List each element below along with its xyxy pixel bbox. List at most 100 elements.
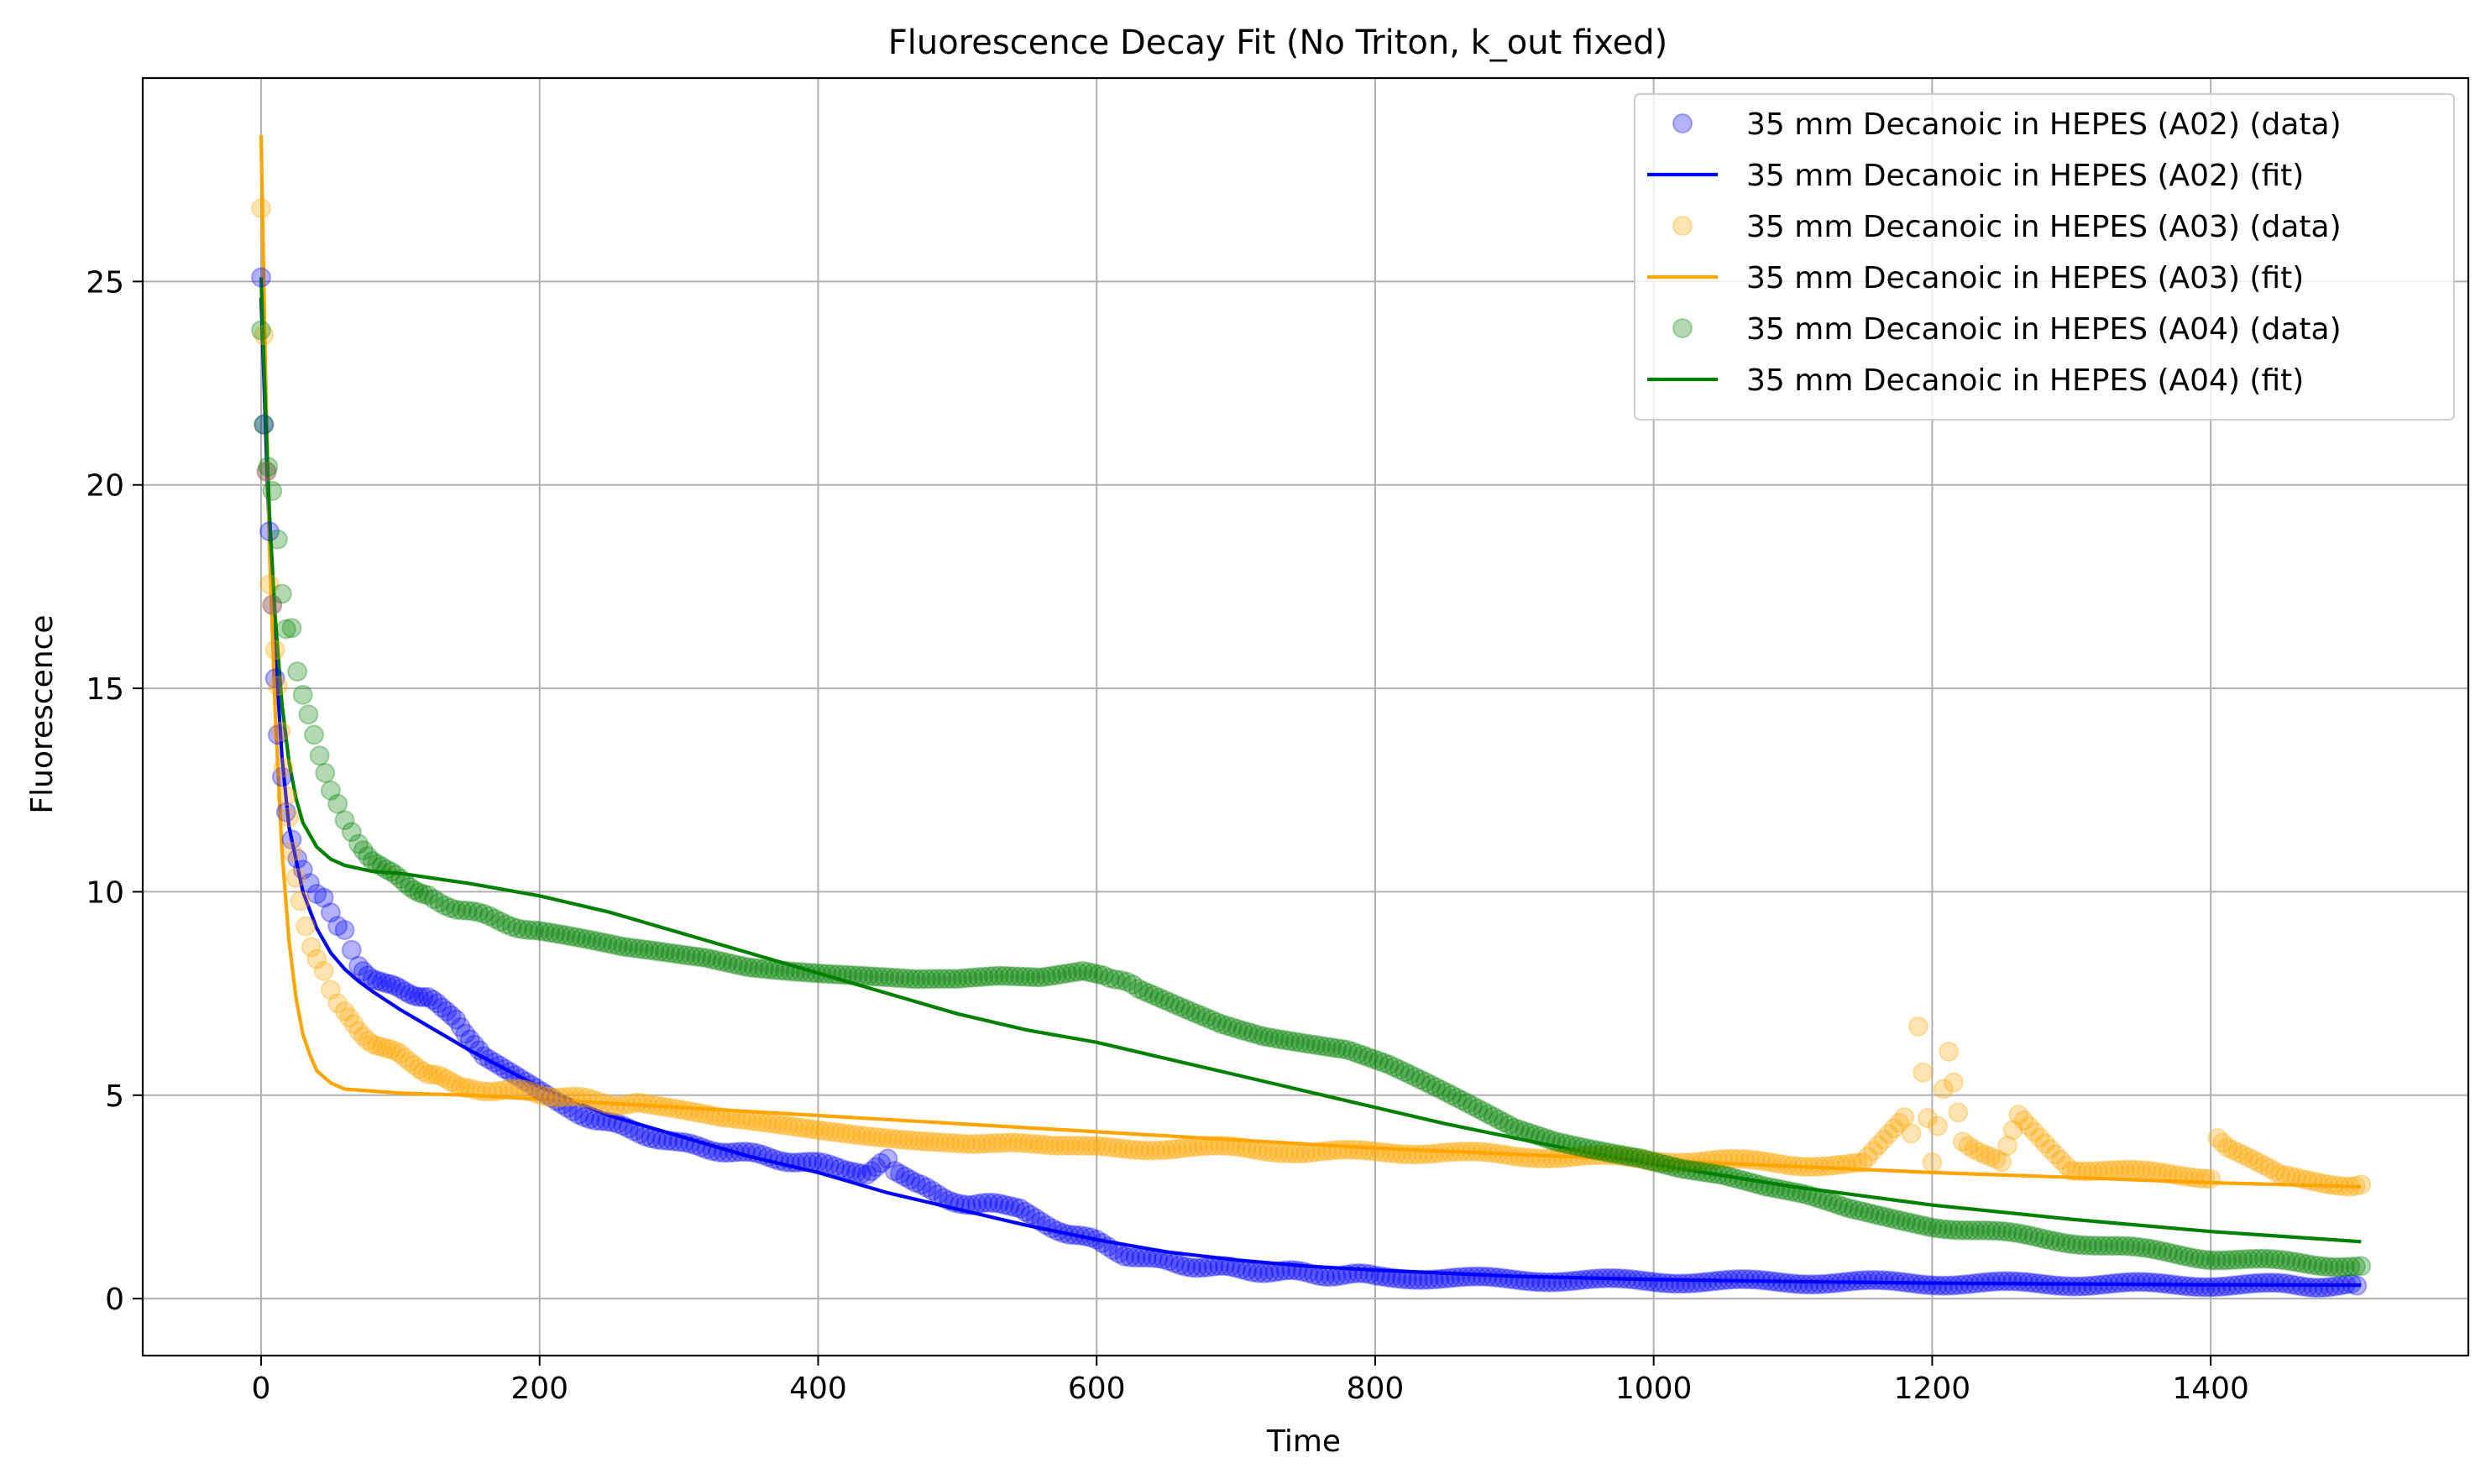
data-point (1193, 1136, 1214, 1157)
data-point (1253, 1262, 1274, 1283)
data-point (2147, 1272, 2168, 1293)
data-point (715, 1107, 736, 1128)
data-point (997, 1132, 1018, 1153)
data-point (547, 1090, 568, 1111)
data-point (736, 1110, 757, 1131)
data-point (1499, 1115, 1520, 1136)
data-point (788, 1117, 809, 1138)
data-point (1236, 1138, 1257, 1159)
data-point (1468, 1098, 1489, 1119)
data-point (565, 1086, 586, 1107)
data-point (327, 916, 348, 937)
data-point (1499, 1145, 1520, 1166)
data-point (271, 766, 292, 787)
data-point (1148, 1248, 1169, 1269)
data-point (1270, 1261, 1291, 1282)
data-point (1248, 1025, 1269, 1046)
data-point (2216, 1276, 2237, 1297)
data-point (2028, 1227, 2049, 1248)
data-point (989, 965, 1010, 986)
data-point (296, 916, 317, 937)
data-point (1530, 1126, 1551, 1147)
data-point (550, 924, 571, 945)
data-point (1075, 1225, 1096, 1246)
data-point (1595, 1145, 1616, 1166)
data-point (2264, 1249, 2285, 1270)
data-point (2072, 1235, 2093, 1256)
data-point (1873, 1270, 1894, 1291)
data-point (1440, 1267, 1461, 1288)
data-point (1654, 1152, 1675, 1173)
data-point (474, 903, 495, 924)
data-point (657, 1130, 678, 1151)
legend-box (1634, 93, 2455, 421)
data-point (601, 1112, 622, 1133)
data-point (2002, 1222, 2023, 1243)
data-point (856, 1126, 877, 1147)
data-point (2034, 1274, 2055, 1295)
data-point (1186, 1257, 1207, 1278)
data-point (371, 1037, 392, 1058)
data-point (774, 1152, 795, 1173)
data-point (1359, 1141, 1380, 1162)
data-point (931, 969, 952, 990)
data-point (618, 1118, 639, 1139)
data-point (1161, 1139, 1182, 1160)
data-point (1718, 1148, 1739, 1169)
data-point (825, 1122, 846, 1143)
data-point (304, 724, 325, 745)
data-point (791, 1152, 812, 1173)
data-point (1338, 1139, 1359, 1160)
data-point (267, 529, 288, 550)
data-point (945, 1133, 966, 1154)
x-tick-label: 1200 (1894, 1372, 1971, 1406)
data-point (1649, 1272, 1670, 1293)
data-point (2341, 1273, 2362, 1294)
data-point (2286, 1167, 2307, 1188)
data-point (468, 1040, 489, 1061)
data-point (446, 1009, 467, 1030)
data-point (2221, 1275, 2242, 1296)
data-point (1477, 1267, 1498, 1288)
data-point (376, 973, 397, 994)
data-point (2335, 1257, 2356, 1278)
data-point (1818, 1191, 1839, 1212)
data-point (2253, 1248, 2274, 1269)
data-point (1472, 1142, 1493, 1163)
data-point (1557, 1133, 1578, 1154)
data-point (1744, 1173, 1765, 1194)
data-point (1515, 1121, 1536, 1142)
data-point (2013, 1110, 2034, 1131)
data-point (2039, 1274, 2060, 1295)
data-point (673, 1100, 694, 1121)
data-point (1969, 1142, 1990, 1163)
data-point (2098, 1236, 2119, 1257)
data-point (1960, 1273, 1981, 1294)
data-point (1878, 1124, 1899, 1145)
data-point (939, 1190, 960, 1211)
data-point (952, 968, 973, 989)
data-point (298, 704, 319, 725)
data-point (1531, 1272, 1552, 1293)
data-point (968, 967, 989, 988)
data-point (521, 1074, 542, 1095)
data-point (2351, 1256, 2372, 1277)
data-point (1895, 1272, 1916, 1293)
data-point (495, 1058, 515, 1079)
data-point (1702, 1150, 1723, 1171)
data-point (1111, 969, 1132, 990)
data-point (1787, 1273, 1808, 1294)
data-point (2336, 1274, 2357, 1295)
data-point (670, 944, 691, 965)
data-point (1209, 1256, 1230, 1277)
data-point (2253, 1272, 2274, 1293)
data-point (722, 954, 743, 975)
data-point (1353, 1045, 1374, 1066)
data-point (479, 1049, 500, 1070)
data-point (1609, 1144, 1630, 1165)
legend-marker (1672, 113, 1693, 133)
data-point (1096, 1137, 1117, 1157)
data-point (281, 841, 302, 862)
data-point (2190, 1248, 2211, 1269)
data-point (1327, 1140, 1348, 1161)
